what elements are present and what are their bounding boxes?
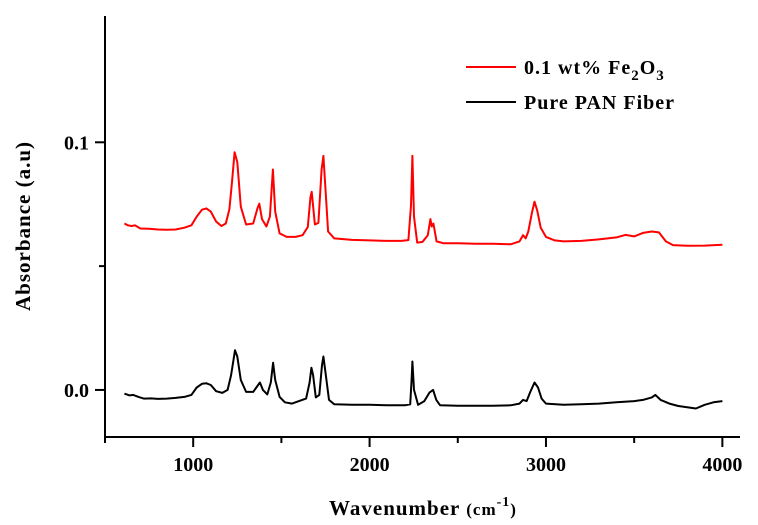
x-axis-title-sup: -1	[497, 495, 511, 510]
axis-ticks: 1000 2000 3000 4000 0.0 0.1	[64, 132, 742, 476]
legend-fe2o3-sub2: 3	[656, 68, 665, 84]
plot-frame	[104, 16, 740, 438]
series-line-fe2o3	[123, 151, 723, 247]
legend-fe2o3-sub1: 2	[631, 68, 640, 84]
legend-fe2o3-mid: O	[640, 57, 657, 79]
x-axis-title: Wavenumber (cm-1)	[329, 495, 517, 520]
legend-fe2o3-main: 0.1 wt% Fe	[524, 57, 631, 79]
legend: 0.1 wt% Fe2O3 Pure PAN Fiber	[466, 57, 675, 114]
y-tick-label: 0.0	[64, 380, 89, 402]
x-axis-title-unit-close: )	[510, 500, 517, 519]
y-tick-label: 0.1	[64, 132, 89, 154]
x-tick-label: 1000	[173, 454, 213, 476]
legend-label-fe2o3: 0.1 wt% Fe2O3	[524, 57, 665, 84]
x-tick-label: 2000	[350, 454, 390, 476]
series-group	[123, 151, 723, 410]
x-tick-label: 3000	[526, 454, 566, 476]
legend-label-pan: Pure PAN Fiber	[524, 92, 675, 114]
x-axis-title-unit-open: (cm	[466, 500, 496, 519]
x-axis-title-main: Wavenumber	[329, 496, 466, 520]
y-axis-title: Absorbance (a.u)	[11, 141, 35, 311]
x-tick-label: 4000	[702, 454, 742, 476]
series-line-pure-pan	[124, 349, 723, 410]
